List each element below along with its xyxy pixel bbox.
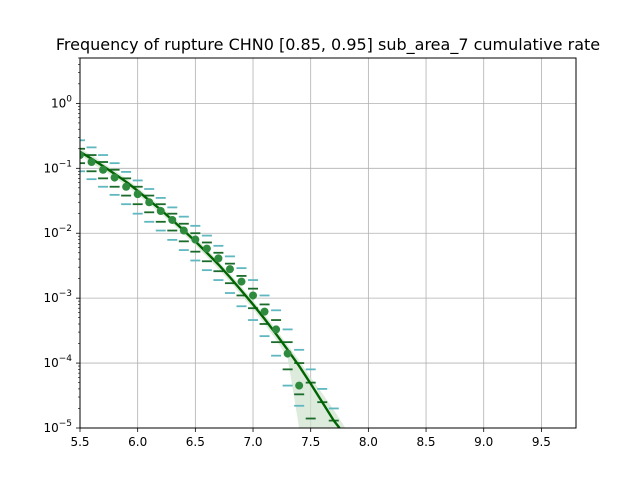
observed-point — [237, 277, 246, 286]
x-tick-label: 8.0 — [359, 435, 378, 449]
y-tick-label: 10−2 — [43, 224, 72, 240]
observed-point — [225, 265, 234, 274]
observed-point — [156, 206, 165, 215]
observed-point — [122, 182, 131, 191]
x-tick-label: 5.5 — [70, 435, 89, 449]
x-tick-label: 6.0 — [128, 435, 147, 449]
plot-area — [80, 139, 346, 428]
observed-point — [145, 198, 154, 207]
observed-point — [168, 215, 177, 224]
observed-point — [87, 158, 96, 167]
observed-point — [110, 173, 119, 182]
chart-title: Frequency of rupture CHN0 [0.85, 0.95] s… — [56, 35, 600, 55]
observed-point — [80, 151, 84, 160]
observed-point — [191, 235, 200, 244]
axis-ticks: 5.5 6.0 6.5 7.0 7.5 8.0 8.5 9.0 9.5 10−5 10−4 10−3 1… — [43, 57, 551, 449]
y-tick-label: 10−4 — [43, 354, 72, 370]
observed-point — [179, 226, 188, 235]
observed-point — [214, 254, 223, 263]
observed-point — [202, 244, 211, 253]
observed-point — [272, 325, 281, 334]
y-tick-label: 10−1 — [43, 159, 72, 175]
observed-point — [283, 349, 292, 358]
model-uncertainty-band — [80, 148, 346, 428]
x-tick-label: 6.5 — [186, 435, 205, 449]
observed-point — [133, 190, 142, 199]
observed-point — [260, 307, 269, 316]
x-tick-label: 8.5 — [416, 435, 435, 449]
y-tick-label: 10−5 — [43, 419, 72, 435]
x-tick-label: 7.0 — [243, 435, 262, 449]
model-curve — [80, 150, 341, 428]
x-tick-label: 9.0 — [474, 435, 493, 449]
observed-point — [295, 381, 304, 390]
x-tick-label: 7.5 — [301, 435, 320, 449]
x-tick-label: 9.5 — [532, 435, 551, 449]
y-tick-label: 100 — [51, 94, 72, 110]
observed-point — [99, 165, 108, 174]
observed-point — [249, 291, 258, 300]
y-tick-label: 10−3 — [43, 289, 72, 305]
